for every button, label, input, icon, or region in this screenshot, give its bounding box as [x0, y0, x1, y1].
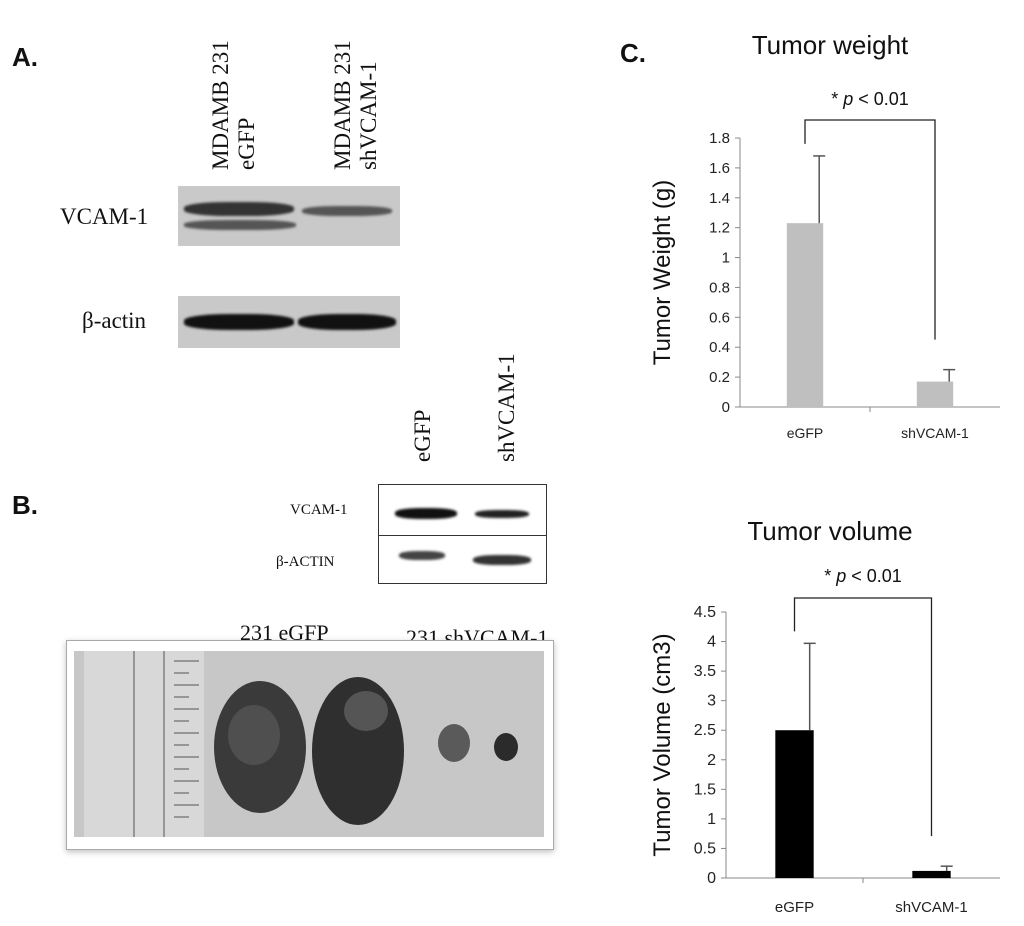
y-tick-label: 2 — [707, 752, 716, 769]
y-tick-label: 1.6 — [709, 160, 730, 177]
panel-a-lane2-label: MDAMB 231 shVCAM-1 — [330, 40, 382, 170]
x-tick-label: shVCAM-1 — [895, 899, 968, 916]
y-tick-label: 1.4 — [709, 190, 730, 207]
panel-c-label: C. — [620, 38, 646, 68]
panel-b-actin-label: β-ACTIN — [276, 554, 335, 570]
bar — [775, 730, 814, 878]
ruler — [84, 651, 204, 837]
significance-bracket — [804, 119, 936, 340]
significance-label: * p < 0.01 — [824, 566, 902, 586]
panel-b-vcam-label: VCAM-1 — [290, 502, 348, 518]
tumor-photo-frame — [66, 640, 554, 850]
y-tick-label: 1.2 — [709, 220, 730, 237]
panel-a-lane1-line1: MDAMB 231 — [208, 40, 233, 170]
tumor-shvcam-1 — [438, 724, 470, 762]
chart-title: Tumor weight — [752, 30, 909, 60]
chart-title: Tumor volume — [747, 516, 912, 546]
panel-a-lane1-label: MDAMB 231 eGFP — [208, 40, 260, 170]
panel-a-vcam-label: VCAM-1 — [60, 204, 149, 229]
tumor-photo — [74, 651, 544, 837]
y-tick-label: 0.2 — [709, 369, 730, 386]
panel-b-blot — [378, 484, 547, 584]
y-tick-label: 3.5 — [694, 663, 716, 680]
y-tick-label: 0 — [722, 399, 730, 416]
x-tick-label: eGFP — [787, 425, 824, 441]
panel-b-label: B. — [12, 490, 38, 520]
significance-bracket — [793, 597, 933, 837]
y-axis-label: Tumor Volume (cm3) — [649, 633, 676, 856]
tumor-volume-chart: Tumor volume Tumor Volume (cm3) 0 0.5 1 1.5 2 2… — [649, 516, 1000, 916]
y-tick-label: 0 — [707, 870, 716, 887]
y-tick-label: 3 — [707, 693, 716, 710]
y-tick-label: 1 — [707, 811, 716, 828]
y-tick-label: 0.8 — [709, 279, 730, 296]
y-tick-label: 1 — [722, 250, 730, 267]
y-tick-label: 0.5 — [694, 840, 716, 857]
x-tick-label: eGFP — [775, 899, 814, 916]
y-tick-label: 2.5 — [694, 722, 716, 739]
y-tick-label: 0.4 — [709, 339, 730, 356]
y-tick-label: 4.5 — [694, 604, 716, 621]
panel-a-lane2-line2: shVCAM-1 — [356, 61, 381, 170]
panel-b-lane1-label: eGFP — [410, 409, 435, 462]
y-tick-label: 4 — [707, 634, 716, 651]
significance-label: * p < 0.01 — [831, 89, 909, 109]
bar — [916, 381, 954, 407]
panel-a-label: A. — [12, 42, 38, 72]
tumor-weight-chart: Tumor weight Tumor Weight (g) 0 0.2 0.4 0.6 0.… — [649, 30, 1000, 441]
y-tick-label: 1.8 — [709, 130, 730, 147]
tumor-shvcam-2 — [494, 733, 518, 761]
panel-a-lane1-line2: eGFP — [234, 117, 259, 170]
y-axis-label: Tumor Weight (g) — [649, 180, 676, 365]
panel-a-actin-blot — [178, 296, 400, 348]
bar — [786, 223, 824, 407]
ruler-ticks — [133, 651, 199, 837]
bar — [912, 870, 951, 878]
x-tick-label: shVCAM-1 — [901, 425, 969, 441]
panel-a-lane2-line1: MDAMB 231 — [330, 40, 355, 170]
y-tick-label: 1.5 — [694, 781, 716, 798]
panel-b-lane2-label: shVCAM-1 — [494, 353, 519, 462]
y-tick-label: 0.6 — [709, 309, 730, 326]
panel-a-actin-label: β-actin — [82, 308, 147, 333]
panel-a-vcam-blot — [178, 186, 400, 246]
